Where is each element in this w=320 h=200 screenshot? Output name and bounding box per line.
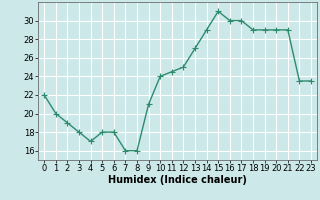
X-axis label: Humidex (Indice chaleur): Humidex (Indice chaleur) — [108, 175, 247, 185]
